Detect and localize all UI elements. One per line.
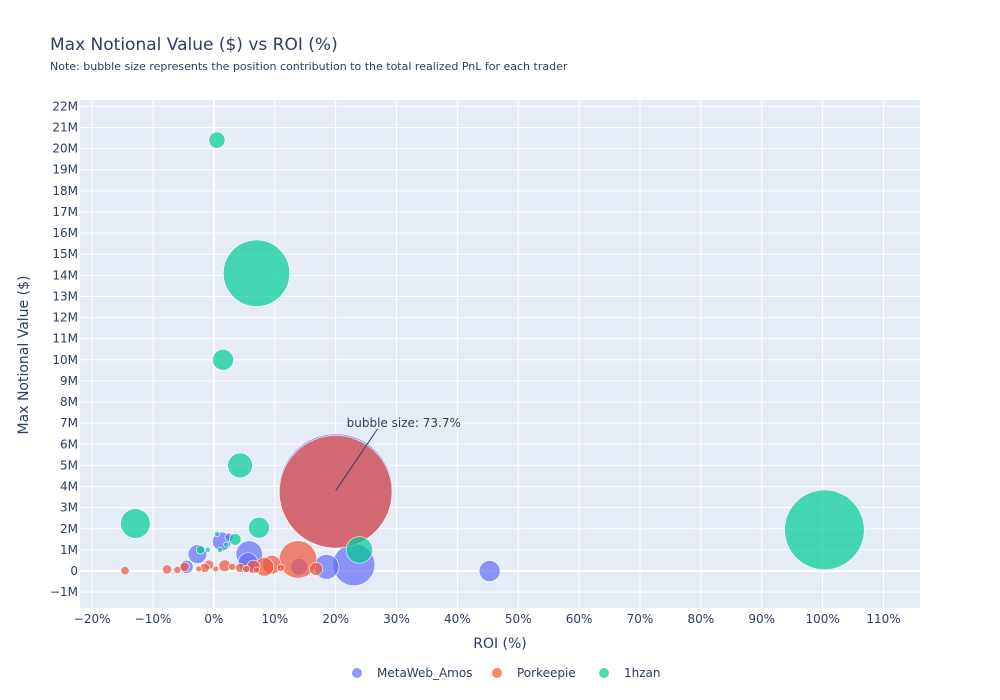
x-tick-label: −10% <box>135 612 172 626</box>
chart-subtitle: Note: bubble size represents the positio… <box>50 60 568 73</box>
legend-marker <box>492 668 502 678</box>
bubble-point[interactable] <box>212 565 220 573</box>
x-tick-label: 50% <box>505 612 532 626</box>
legend-marker <box>599 668 609 678</box>
bubble-point[interactable] <box>242 564 251 573</box>
y-tick-label: 4M <box>60 480 78 494</box>
bubble-point[interactable] <box>309 561 324 576</box>
y-tick-label: 21M <box>52 120 78 134</box>
x-axis-ticks: −20% −10% 0% 10% 20% 30% 40% 50% 60% 70% 80% 90% 100… <box>74 612 901 626</box>
y-tick-label: 7M <box>60 416 78 430</box>
x-tick-label: 70% <box>627 612 654 626</box>
y-tick-label: 0 <box>70 564 78 578</box>
x-tick-label: 30% <box>383 612 410 626</box>
bubble-point[interactable] <box>276 563 285 572</box>
bubble-point[interactable] <box>196 545 206 555</box>
legend-label: 1hzan <box>624 666 661 680</box>
y-tick-label: 12M <box>52 311 78 325</box>
bubble-point[interactable] <box>162 564 173 575</box>
y-tick-label: 11M <box>52 332 78 346</box>
y-tick-label: 19M <box>52 163 78 177</box>
legend-label: MetaWeb_Amos <box>377 666 472 680</box>
bubble-point[interactable] <box>223 239 291 307</box>
annotation-arrow <box>335 428 379 492</box>
x-tick-label: 0% <box>204 612 223 626</box>
y-tick-label: −1M <box>50 585 78 599</box>
bubble-point[interactable] <box>195 565 202 573</box>
bubble-point[interactable] <box>279 435 393 549</box>
y-tick-label: 22M <box>52 99 78 113</box>
y-tick-label: 6M <box>60 437 78 451</box>
bubble-point[interactable] <box>253 566 260 574</box>
legend-item[interactable]: 1hzan <box>599 666 661 680</box>
bubble-point[interactable] <box>208 131 226 149</box>
legend-item[interactable]: Porkeepie <box>492 666 576 680</box>
bubble-point[interactable] <box>204 547 211 553</box>
y-tick-label: 13M <box>52 289 78 303</box>
series-1hzan <box>120 131 865 570</box>
legend-marker <box>352 668 362 678</box>
x-tick-label: 110% <box>866 612 900 626</box>
bubble-point[interactable] <box>227 452 253 479</box>
y-tick-label: 9M <box>60 374 78 388</box>
annotation-text: bubble size: 73.7% <box>347 416 461 430</box>
x-tick-label: 10% <box>261 612 288 626</box>
annotation: bubble size: 73.7% <box>335 416 461 492</box>
bubble-point[interactable] <box>248 516 270 539</box>
legend[interactable]: MetaWeb_Amos Porkeepie 1hzan <box>352 666 661 680</box>
bubble-point[interactable] <box>120 566 130 576</box>
legend-item[interactable]: MetaWeb_Amos <box>352 666 472 680</box>
y-tick-label: 15M <box>52 247 78 261</box>
bubble-point[interactable] <box>478 560 501 582</box>
bubble-point[interactable] <box>228 533 242 546</box>
bubble-point[interactable] <box>120 508 151 539</box>
y-tick-label: 16M <box>52 226 78 240</box>
y-tick-label: 14M <box>52 268 78 282</box>
series-Porkeepie <box>120 435 393 579</box>
bubble-point[interactable] <box>173 566 182 574</box>
bubble-point[interactable] <box>345 536 373 564</box>
bubble-point[interactable] <box>212 349 234 371</box>
gridlines <box>80 100 920 608</box>
bubble-point[interactable] <box>179 561 190 572</box>
x-tick-label: 90% <box>748 612 775 626</box>
bubble-point[interactable] <box>217 547 223 553</box>
x-tick-label: 20% <box>322 612 349 626</box>
bubble-point[interactable] <box>784 489 865 570</box>
x-tick-label: 100% <box>805 612 839 626</box>
x-tick-label: 80% <box>688 612 715 626</box>
y-axis-ticks: −1M 0 1M 2M 3M 4M 5M 6M 7M 8M 9M 10M 11M 12M 13M 14M 15M… <box>50 99 78 599</box>
y-tick-label: 8M <box>60 395 78 409</box>
legend-label: Porkeepie <box>517 666 576 680</box>
x-tick-label: 40% <box>444 612 471 626</box>
y-axis-title: Max Notional Value ($) <box>16 276 32 435</box>
y-tick-label: 2M <box>60 522 78 536</box>
y-tick-label: 1M <box>60 543 78 557</box>
x-tick-label: −20% <box>74 612 111 626</box>
bubble-point[interactable] <box>223 541 229 548</box>
y-tick-label: 17M <box>52 205 78 219</box>
y-tick-label: 20M <box>52 142 78 156</box>
x-axis-title: ROI (%) <box>473 636 527 652</box>
y-tick-label: 5M <box>60 458 78 472</box>
y-tick-label: 3M <box>60 501 78 515</box>
bubble-point[interactable] <box>228 562 237 571</box>
x-tick-label: 60% <box>566 612 593 626</box>
chart-title: Max Notional Value ($) vs ROI (%) <box>50 35 338 55</box>
y-tick-label: 10M <box>52 353 78 367</box>
bubble-point[interactable] <box>214 531 220 537</box>
y-tick-label: 18M <box>52 184 78 198</box>
